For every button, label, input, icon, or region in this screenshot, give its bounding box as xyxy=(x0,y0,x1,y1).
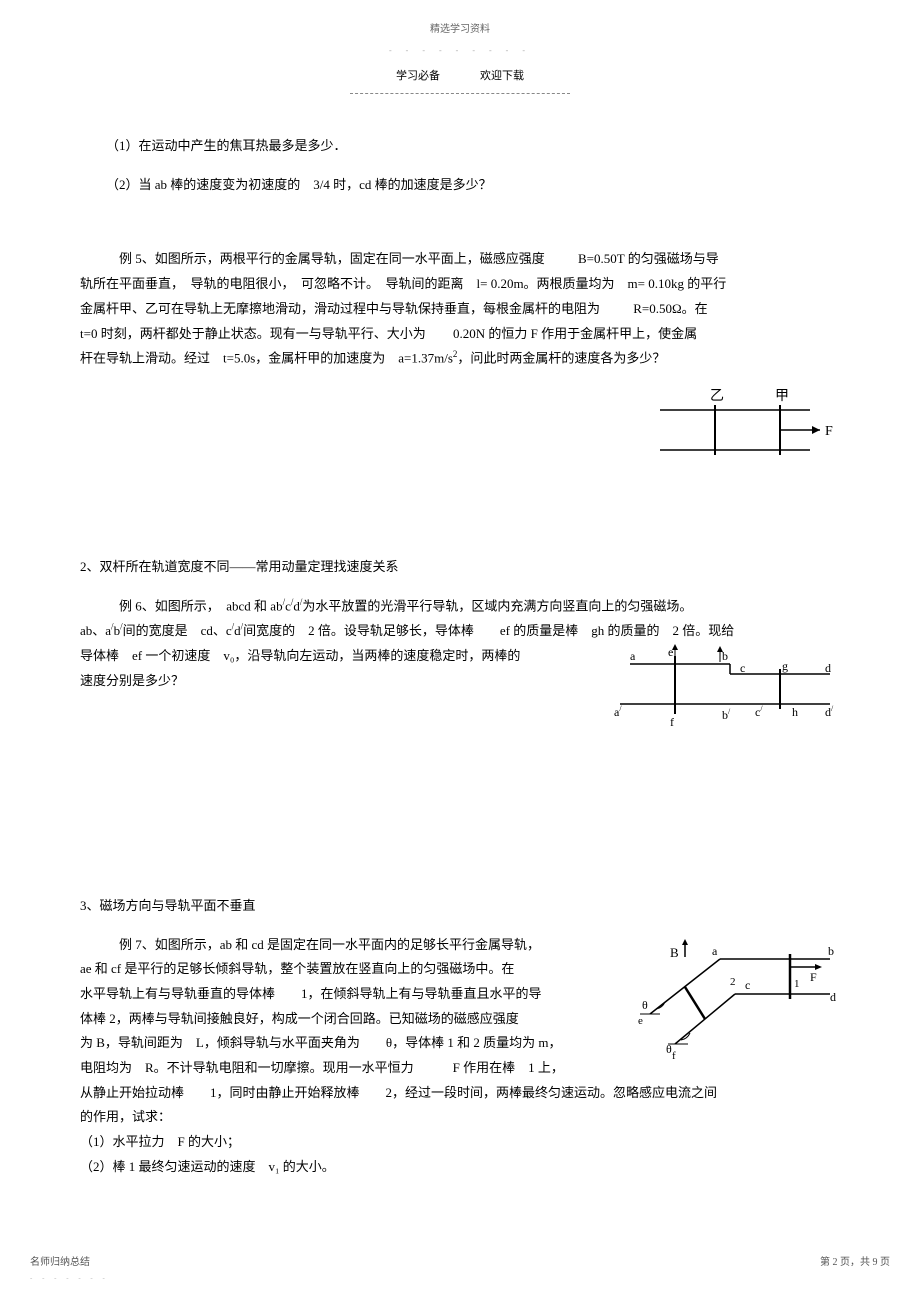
ex7-l1: 例 7、如图所示，ab 和 cd 是固定在同一水平面内的足够长平行金属导轨， xyxy=(80,933,540,958)
ex6-e: e xyxy=(668,645,673,659)
ex7-e: e xyxy=(638,1015,643,1027)
ex6-figure: a b c d e f g h a/ b/ c/ d/ xyxy=(610,644,840,734)
ex7-two: 2 xyxy=(730,976,736,988)
sec2-title: 2、双杆所在轨道宽度不同——常用动量定理找速度关系 xyxy=(80,555,840,580)
sub-header-right: 欢迎下载 xyxy=(480,66,524,87)
ex7-B: B xyxy=(670,945,679,960)
ex6-l3: 导体棒 ef 一个初速度 v₀，沿导轨向左运动，当两棒的速度稳定时，两棒的 xyxy=(80,648,520,663)
ex7-theta1: θ xyxy=(642,998,648,1012)
ex7-f: f xyxy=(672,1050,676,1062)
ex5-t3b: R=0.50Ω。在 xyxy=(633,301,707,316)
ex6-g: g xyxy=(782,659,788,673)
ex5-fig-yi: 乙 xyxy=(710,388,724,404)
footer-dots: - - - - - - - xyxy=(30,1272,109,1285)
ex5-t5a: 杆在导轨上滑动。经过 t=5.0s，金属杆甲的加速度为 a=1.37m/s xyxy=(80,351,453,366)
ex6-c: c xyxy=(740,661,745,675)
ex5-t1b: B=0.50T 的匀强磁场与导 xyxy=(578,251,719,266)
q1-line2-pre: （2）当 ab 棒的速度变为初速度的 xyxy=(106,177,300,192)
ex7-l6: 电阻均为 R。不计导轨电阻和一切摩擦。现用一水平恒力 F 作用在棒 1 上， xyxy=(80,1060,564,1075)
ex6-ap: a/ xyxy=(614,704,622,719)
page-footer: 名师归纳总结 - - - - - - - 第 2 页，共 9 页 xyxy=(30,1253,890,1285)
ex7-l8: 的作用，试求： xyxy=(80,1109,171,1124)
ex6-l1: 例 6、如图所示， abcd 和 ab/c/d/为水平放置的光滑平行导轨，区域内… xyxy=(80,594,692,619)
ex5-fig-jia: 甲 xyxy=(775,389,789,404)
ex6-l2: ab、a/b/间的宽度是 cd、c/d/间宽度的 2 倍。设导轨足够长，导体棒 … xyxy=(80,623,734,638)
ex6-body: 例 6、如图所示， abcd 和 ab/c/d/为水平放置的光滑平行导轨，区域内… xyxy=(80,594,840,693)
footer-left: 名师归纳总结 xyxy=(30,1253,109,1272)
ex6-cp: c/ xyxy=(755,704,763,719)
ex7-svg: B F θ e θ f a b c d 1 2 xyxy=(630,939,840,1069)
ex7-a: a xyxy=(712,944,718,958)
ex6-f: f xyxy=(670,715,674,729)
ex5-t1: 例 5、如图所示，两根平行的金属导轨，固定在同一水平面上，磁感应强度 xyxy=(80,247,545,272)
ex6-d: d xyxy=(825,661,831,675)
ex7-q2: （2）棒 1 最终匀速运动的速度 v₁ 的大小。 xyxy=(80,1159,335,1174)
doc-top-header: 精选学习资料 xyxy=(80,20,840,39)
ex5-svg: 乙 甲 F xyxy=(640,385,840,475)
q1-line2-frac: 3/4 时，cd 棒的加速度是多少？ xyxy=(300,177,491,192)
q1-line2: （2）当 ab 棒的速度变为初速度的 3/4 时，cd 棒的加速度是多少？ xyxy=(80,173,840,198)
footer-right: 第 2 页，共 9 页 xyxy=(820,1253,890,1285)
ex5-t4: t=0 时刻，两杆都处于静止状态。现有一与导轨平行、大小为 xyxy=(80,326,426,341)
ex7-l4: 体棒 2，两棒与导轨间接触良好，构成一个闭合回路。已知磁场的磁感应强度 xyxy=(80,1011,519,1026)
q1-line1: （1）在运动中产生的焦耳热最多是多少． xyxy=(80,134,840,159)
ex7-c: c xyxy=(745,978,750,992)
ex7-F: F xyxy=(810,970,817,984)
ex5-fig-F: F xyxy=(825,424,833,439)
ex5-t3: 金属杆甲、乙可在导轨上无摩擦地滑动，滑动过程中与导轨保持垂直，每根金属杆的电阻为 xyxy=(80,301,600,316)
ex6-bp: b/ xyxy=(722,707,731,722)
ex6-h: h xyxy=(792,705,798,719)
ex7-l3: 水平导轨上有与导轨垂直的导体棒 1，在倾斜导轨上有与导轨垂直且水平的导 xyxy=(80,986,542,1001)
ex5-t2: 轨所在平面垂直， 导轨的电阻很小， 可忽略不计。 导轨间的距离 l= 0.20m… xyxy=(80,276,726,291)
ex6-svg: a b c d e f g h a/ b/ c/ d/ xyxy=(610,644,840,734)
ex5-body: 例 5、如图所示，两根平行的金属导轨，固定在同一水平面上，磁感应强度 B=0.5… xyxy=(80,247,840,371)
ex6-dp: d/ xyxy=(825,704,834,719)
header-divider xyxy=(350,93,570,94)
ex7-l2: ae 和 cf 是平行的足够长倾斜导轨，整个装置放在竖直向上的匀强磁场中。在 xyxy=(80,961,514,976)
sub-header-left: 学习必备 xyxy=(396,66,440,87)
ex7-l5: 为 B，导轨间距为 L，倾斜导轨与水平面夹角为 θ，导体棒 1 和 2 质量均为… xyxy=(80,1035,561,1050)
ex6-b: b xyxy=(722,649,728,663)
ex7-figure: B F θ e θ f a b c d 1 2 xyxy=(630,939,840,1069)
ex7-l7: 从静止开始拉动棒 1，同时由静止开始释放棒 2，经过一段时间，两棒最终匀速运动。… xyxy=(80,1085,717,1100)
ex7-one: 1 xyxy=(794,978,800,990)
ex6-l4: 速度分别是多少？ xyxy=(80,673,184,688)
ex7-q1: （1）水平拉力 F 的大小； xyxy=(80,1134,240,1149)
doc-sub-header: 学习必备 欢迎下载 xyxy=(80,66,840,87)
ex7-d: d xyxy=(830,990,836,1004)
sec3-title: 3、磁场方向与导轨平面不垂直 xyxy=(80,894,840,919)
ex5-t4b: 0.20N 的恒力 F 作用于金属杆甲上，使金属 xyxy=(453,326,697,341)
ex6-a: a xyxy=(630,649,636,663)
ex5-figure: 乙 甲 F xyxy=(640,385,840,475)
ex5-t5b: ，问此时两金属杆的速度各为多少？ xyxy=(457,351,665,366)
ex7-b: b xyxy=(828,944,834,958)
decor-dots-top: - - - - - - - - - xyxy=(80,43,840,58)
